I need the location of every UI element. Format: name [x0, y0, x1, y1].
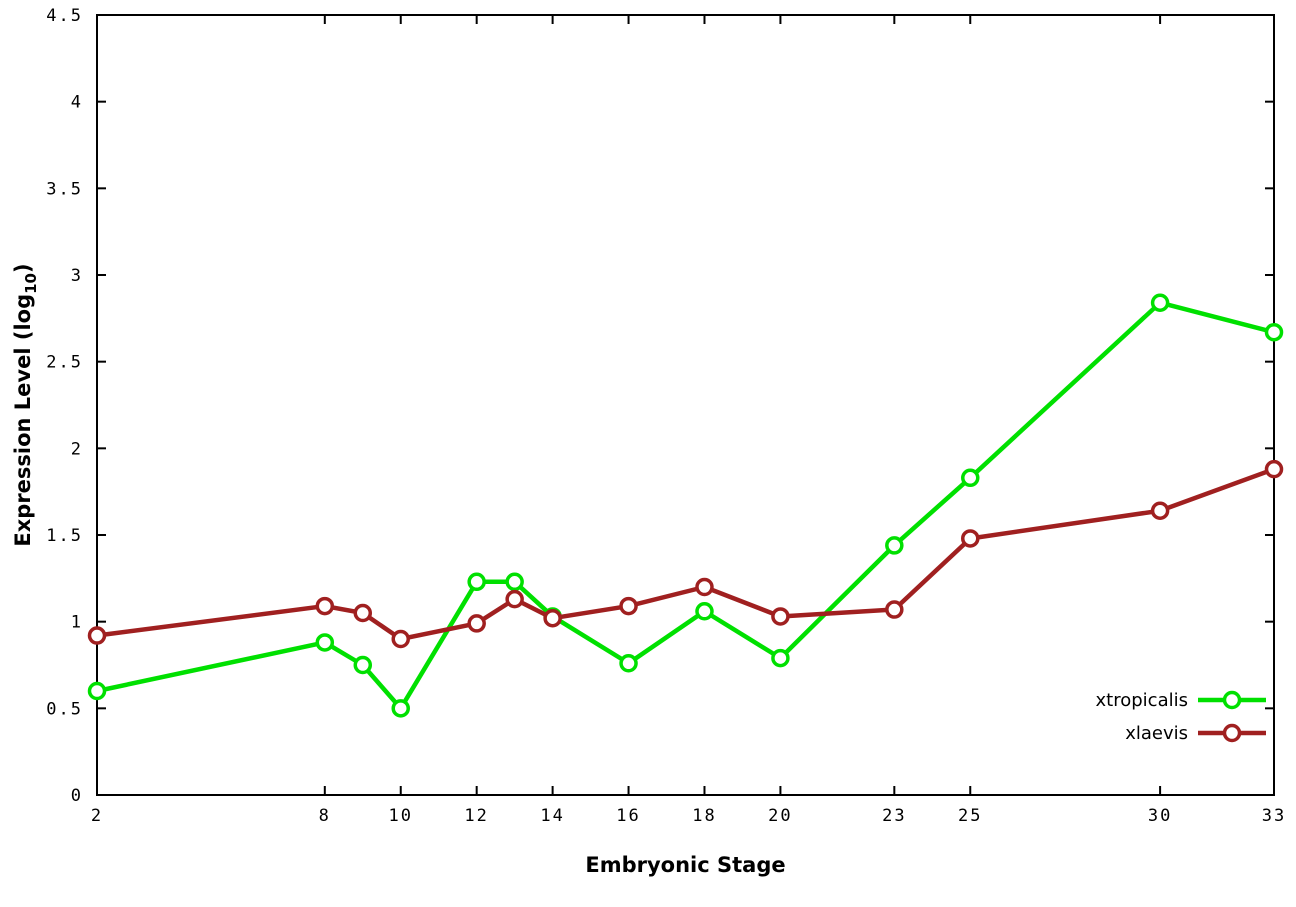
- y-tick-label: 2: [71, 439, 83, 459]
- x-tick-label: 8: [319, 806, 331, 826]
- x-tick-label: 25: [958, 806, 982, 826]
- data-point-marker-xlaevis: [543, 608, 562, 628]
- y-tick-label: 3.5: [46, 179, 83, 199]
- legend-label-xlaevis: xlaevis: [1125, 723, 1188, 744]
- y-tick-label: 1: [71, 613, 83, 633]
- plot-border: [96, 14, 1275, 796]
- data-point-marker-xtropicalis: [695, 602, 714, 621]
- data-point-marker-xtropicalis: [885, 536, 904, 555]
- data-point-marker-xlaevis: [87, 626, 107, 645]
- data-point-marker-xlaevis: [391, 629, 410, 649]
- x-tick-label: 16: [616, 806, 640, 826]
- data-point-marker-xtropicalis: [771, 648, 790, 668]
- data-point-marker-xlaevis: [771, 607, 790, 626]
- y-tick-label: 2.5: [46, 353, 83, 373]
- series-line-xtropicalis: [94, 300, 1277, 711]
- y-tick-label: 0: [71, 786, 83, 806]
- data-point-marker-xlaevis: [1264, 459, 1284, 479]
- data-point-marker-xlaevis: [961, 529, 980, 548]
- legend-label-xtropicalis: xtropicalis: [1096, 690, 1188, 711]
- data-point-marker-xlaevis: [619, 596, 638, 616]
- data-point-marker-xlaevis: [353, 603, 373, 623]
- x-tick-label: 14: [540, 806, 564, 826]
- y-tick-label: 4: [71, 93, 83, 113]
- x-tick-label: 10: [388, 806, 412, 826]
- x-tick-label: 23: [882, 806, 906, 826]
- data-point-marker-xlaevis: [315, 596, 335, 616]
- series-line-xlaevis: [94, 466, 1277, 642]
- x-tick-label: 30: [1148, 806, 1172, 826]
- x-tick-label: 20: [768, 806, 792, 826]
- data-point-marker-xlaevis: [467, 614, 486, 633]
- legend-sample-marker-xlaevis: [1222, 723, 1242, 743]
- data-point-marker-xtropicalis: [961, 468, 980, 488]
- y-axis-title: Expression Level (log10): [11, 263, 40, 546]
- y-tick-label: 4.5: [46, 6, 83, 26]
- data-point-marker-xtropicalis: [619, 654, 638, 673]
- data-point-marker-xtropicalis: [315, 633, 335, 652]
- x-tick-label: 33: [1262, 806, 1286, 826]
- x-tick-label: 2: [91, 806, 103, 826]
- data-point-marker-xtropicalis: [467, 572, 486, 592]
- x-tick-label: 18: [692, 806, 716, 826]
- x-axis-title: Embryonic Stage: [585, 853, 785, 877]
- legend-sample-marker-xtropicalis: [1222, 690, 1242, 710]
- data-point-marker-xtropicalis: [353, 655, 373, 675]
- data-point-marker-xtropicalis: [1264, 322, 1284, 342]
- data-point-marker-xlaevis: [695, 577, 714, 597]
- data-point-marker-xtropicalis: [391, 699, 410, 718]
- data-point-marker-xlaevis: [885, 600, 904, 619]
- x-tick-label: 12: [464, 806, 488, 826]
- data-point-marker-xtropicalis: [1150, 293, 1170, 312]
- y-tick-label: 3: [71, 266, 83, 286]
- data-point-marker-xtropicalis: [87, 681, 107, 701]
- data-point-marker-xlaevis: [1150, 501, 1170, 520]
- data-point-marker-xtropicalis: [505, 572, 524, 592]
- y-tick-label: 0.5: [46, 699, 83, 719]
- y-tick-label: 1.5: [46, 526, 83, 546]
- data-point-marker-xlaevis: [505, 589, 524, 609]
